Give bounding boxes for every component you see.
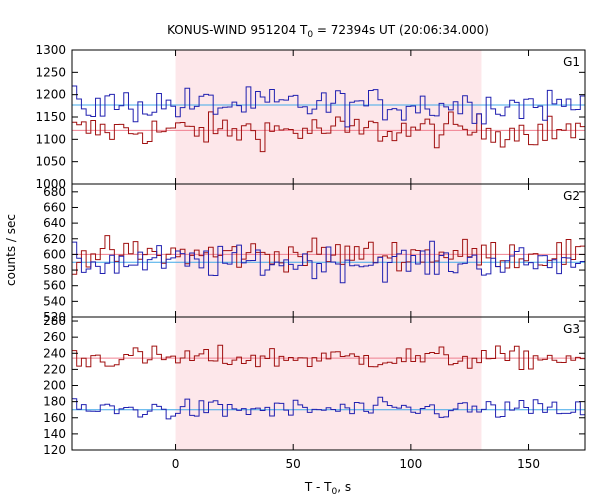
x-tick-label: 50 [286,457,301,471]
y-axis-label: counts / sec [4,214,18,286]
series-blue-G2 [72,240,585,284]
y-tick-label: 1150 [35,110,66,124]
y-tick-label: 180 [43,395,66,409]
y-tick-label: 640 [43,216,66,230]
highlight-interval-G3 [175,317,482,450]
y-tick-label: 240 [43,346,66,360]
y-tick-label: 1300 [35,43,66,57]
panel-frame-G3 [71,316,586,451]
x-tick-label: 150 [517,457,540,471]
y-tick-label: 1200 [35,88,66,102]
y-tick-label: 160 [43,411,66,425]
x-tick-label: 100 [399,457,422,471]
y-tick-label: 280 [43,314,66,328]
series-blue-G1 [72,85,585,128]
y-tick-label: 200 [43,379,66,393]
highlight-interval-G2 [175,184,482,317]
y-tick-label: 600 [43,247,66,261]
x-axis-label: T - T0, s [304,480,351,497]
y-tick-label: 260 [43,330,66,344]
y-tick-label: 1000 [35,177,66,191]
x-tick-label: 0 [172,457,180,471]
series-blue-G3 [72,396,585,420]
highlight-interval-G1 [175,50,482,184]
y-tick-label: 1250 [35,65,66,79]
y-tick-label: 580 [43,263,66,277]
chart-title: KONUS-WIND 951204 T0 = 72394s UT (20:06:… [167,23,489,40]
y-tick-label: 620 [43,232,66,246]
y-tick-label: 520 [43,310,66,324]
y-tick-label: 220 [43,362,66,376]
y-tick-label: 680 [43,185,66,199]
panel-label-G2: G2 [563,189,580,203]
y-tick-label: 1100 [35,132,66,146]
y-tick-label: 660 [43,200,66,214]
y-tick-label: 120 [43,443,66,457]
panel-label-G3: G3 [563,322,580,336]
y-tick-label: 140 [43,427,66,441]
y-tick-label: 560 [43,279,66,293]
panel-label-G1: G1 [563,55,580,69]
series-red-G1 [72,111,585,153]
series-red-G3 [72,344,585,370]
y-tick-label: 1050 [35,155,66,169]
y-tick-label: 540 [43,294,66,308]
plot-area: 105011001150120012501300G154056058060062… [35,43,586,471]
